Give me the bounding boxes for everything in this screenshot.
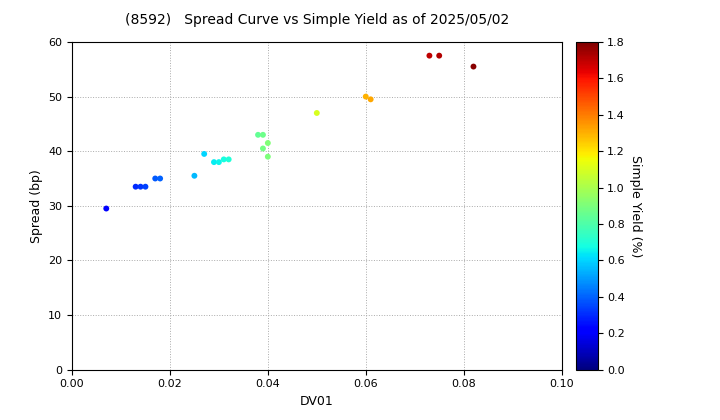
Point — [365, 96, 377, 103]
Point — [218, 156, 230, 163]
Y-axis label: Simple Yield (%): Simple Yield (%) — [629, 155, 642, 257]
Point — [468, 63, 480, 70]
Point — [257, 145, 269, 152]
Point — [257, 131, 269, 138]
Point — [135, 183, 146, 190]
Point — [199, 150, 210, 157]
Point — [140, 183, 151, 190]
Point — [154, 175, 166, 182]
Point — [311, 110, 323, 116]
Point — [262, 139, 274, 146]
Point — [252, 131, 264, 138]
Point — [433, 52, 445, 59]
Point — [223, 156, 235, 163]
Point — [213, 159, 225, 165]
Y-axis label: Spread (bp): Spread (bp) — [30, 169, 42, 243]
Point — [101, 205, 112, 212]
Point — [189, 172, 200, 179]
Point — [130, 183, 141, 190]
Point — [150, 175, 161, 182]
X-axis label: DV01: DV01 — [300, 395, 333, 408]
Point — [423, 52, 435, 59]
Point — [262, 153, 274, 160]
Point — [208, 159, 220, 165]
Point — [360, 93, 372, 100]
Text: (8592)   Spread Curve vs Simple Yield as of 2025/05/02: (8592) Spread Curve vs Simple Yield as o… — [125, 13, 509, 26]
